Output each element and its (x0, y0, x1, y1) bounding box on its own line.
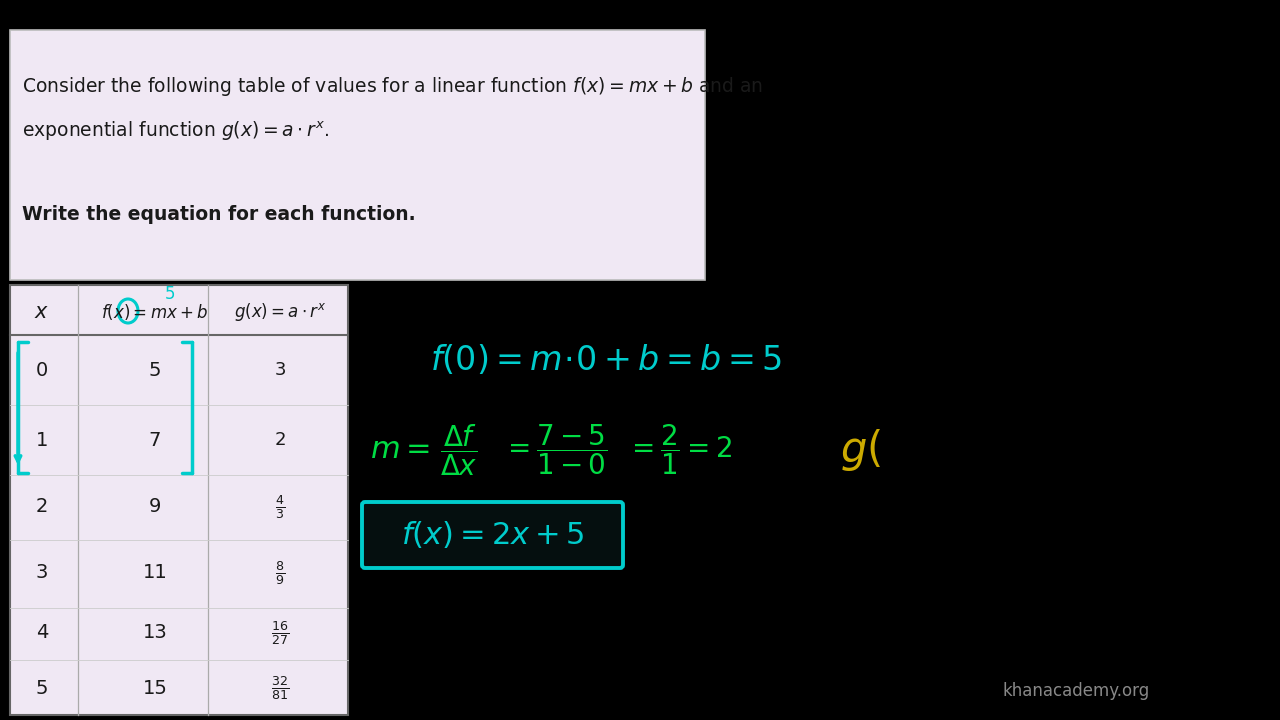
Text: 2: 2 (36, 498, 49, 516)
Text: 13: 13 (142, 624, 168, 642)
Text: $\frac{4}{3}$: $\frac{4}{3}$ (275, 493, 285, 521)
Text: $x$: $x$ (35, 302, 50, 322)
FancyBboxPatch shape (10, 30, 705, 280)
Text: $5$: $5$ (164, 285, 175, 303)
Text: $=\dfrac{7-5}{1-0}$: $=\dfrac{7-5}{1-0}$ (502, 423, 608, 477)
Text: $\frac{8}{9}$: $\frac{8}{9}$ (275, 559, 285, 587)
Text: $g($: $g($ (840, 427, 882, 473)
Text: $\frac{32}{81}$: $\frac{32}{81}$ (271, 674, 289, 702)
Text: 2: 2 (274, 431, 285, 449)
Text: 15: 15 (142, 678, 168, 698)
Text: $f(x) = 2x + 5$: $f(x) = 2x + 5$ (401, 520, 585, 551)
Text: khanacademy.org: khanacademy.org (1002, 682, 1149, 700)
Text: 1: 1 (36, 431, 49, 449)
Text: 3: 3 (274, 361, 285, 379)
Text: $f(0) = m\!\cdot\!0 + b = b = 5$: $f(0) = m\!\cdot\!0 + b = b = 5$ (430, 343, 782, 377)
Text: exponential function $g(x) = a \cdot r^x$.: exponential function $g(x) = a \cdot r^x… (22, 120, 329, 143)
Text: 7: 7 (148, 431, 161, 449)
Text: $=\dfrac{2}{1}=2$: $=\dfrac{2}{1}=2$ (626, 423, 732, 477)
Text: $\dfrac{\Delta f}{\Delta x}$: $\dfrac{\Delta f}{\Delta x}$ (440, 422, 477, 478)
Text: Consider the following table of values for a linear function $f(x) = mx + b$ and: Consider the following table of values f… (22, 75, 763, 98)
FancyBboxPatch shape (10, 285, 348, 715)
Text: 11: 11 (142, 564, 168, 582)
Text: 5: 5 (36, 678, 49, 698)
Text: $m =$: $m =$ (370, 436, 430, 464)
Text: $f(x) = mx + b$: $f(x) = mx + b$ (101, 302, 209, 322)
Text: 4: 4 (36, 624, 49, 642)
Text: Write the equation for each function.: Write the equation for each function. (22, 205, 416, 224)
Text: 0: 0 (36, 361, 49, 379)
Text: 9: 9 (148, 498, 161, 516)
Text: 5: 5 (148, 361, 161, 379)
Text: $\frac{16}{27}$: $\frac{16}{27}$ (271, 619, 289, 647)
FancyBboxPatch shape (362, 502, 623, 568)
Text: $g(x) = a \cdot r^x$: $g(x) = a \cdot r^x$ (234, 301, 326, 323)
Text: 3: 3 (36, 564, 49, 582)
